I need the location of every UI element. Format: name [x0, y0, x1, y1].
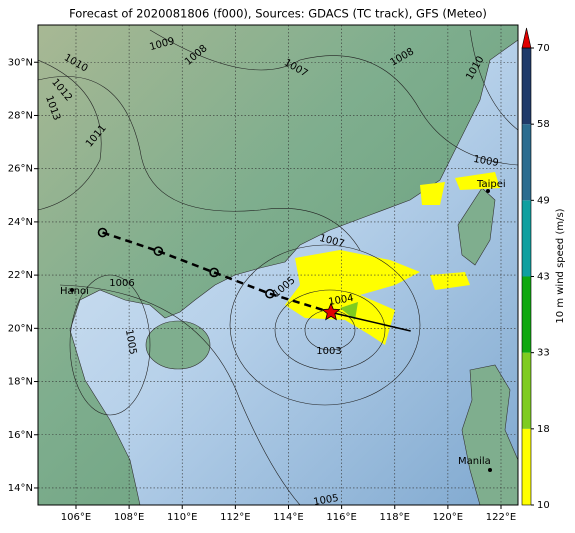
x-tick-label: 116°E — [326, 512, 356, 523]
city-label: Hanoi — [60, 286, 89, 297]
y-tick-label: 30°N — [8, 57, 33, 68]
colorbar-segment — [522, 48, 531, 125]
city-dot — [488, 468, 492, 472]
wind-area — [420, 172, 500, 290]
colorbar-label: 10 m wind speed (m/s) — [555, 208, 566, 323]
colorbar-tick-label: 58 — [537, 119, 550, 130]
colorbar: 10 18 33 43 49 58 70 — [521, 27, 550, 511]
contour-label: 1006 — [109, 278, 134, 289]
contour-label: 1005 — [313, 493, 340, 508]
y-tick-label: 28°N — [8, 110, 33, 121]
track-segment — [213, 271, 271, 295]
y-tick-label: 14°N — [8, 483, 33, 494]
x-tick-label: 108°E — [114, 512, 144, 523]
title: Forecast of 2020081806 (f000), Sources: … — [69, 7, 487, 21]
map-area — [38, 25, 518, 505]
track-point — [265, 288, 275, 299]
city-dot — [486, 189, 490, 193]
y-tick-label: 22°N — [8, 270, 33, 281]
city-dot — [70, 288, 74, 292]
x-tick-label: 110°E — [167, 512, 197, 523]
city-label: Manila — [458, 456, 491, 467]
contour-label: 1009 — [472, 154, 499, 169]
track-point — [153, 246, 164, 256]
mainland — [38, 25, 518, 505]
contour-label: 1004 — [328, 293, 355, 308]
y-tick-label: 20°N — [8, 323, 33, 334]
colorbar-segment — [522, 200, 531, 277]
track-segment — [157, 249, 215, 274]
track-point — [97, 227, 108, 238]
isobars — [38, 29, 518, 505]
track-segment — [102, 231, 159, 253]
colorbar-tick-label: 70 — [537, 43, 550, 54]
y-tick-label: 18°N — [8, 377, 33, 388]
y-tick-label: 24°N — [8, 217, 33, 228]
colorbar-segment — [522, 124, 531, 201]
colorbar-tick-label: 49 — [537, 195, 550, 206]
wind-area — [285, 250, 420, 345]
y-tick-label: 16°N — [8, 430, 33, 441]
contour-label: 1005 — [123, 329, 138, 356]
y-tick-label: 26°N — [8, 164, 33, 175]
track-point — [209, 267, 219, 278]
colorbar-segment — [522, 276, 531, 353]
colorbar-tick-label: 43 — [537, 272, 550, 283]
colorbar-tick-label: 10 — [537, 500, 550, 511]
taiwan — [457, 187, 496, 266]
x-tick-label: 114°E — [273, 512, 303, 523]
track-segment — [269, 292, 332, 314]
hainan — [145, 320, 211, 370]
colorbar-tick-label: 18 — [537, 424, 550, 435]
track-current — [321, 302, 341, 321]
city-label: Taipei — [476, 179, 506, 190]
contour-label: 1003 — [316, 346, 341, 357]
colorbar-tick-label: 33 — [537, 348, 550, 359]
colorbar-segment — [522, 428, 531, 505]
x-tick-label: 120°E — [433, 512, 463, 523]
x-tick-label: 118°E — [380, 512, 410, 523]
x-tick-label: 122°E — [486, 512, 516, 523]
x-tick-label: 106°E — [61, 512, 91, 523]
colorbar-segment — [522, 352, 531, 429]
track-segment — [330, 311, 411, 332]
wind-area — [340, 302, 358, 320]
map-frame — [37, 24, 519, 506]
x-tick-label: 112°E — [220, 512, 250, 523]
colorbar-extend — [521, 27, 532, 49]
